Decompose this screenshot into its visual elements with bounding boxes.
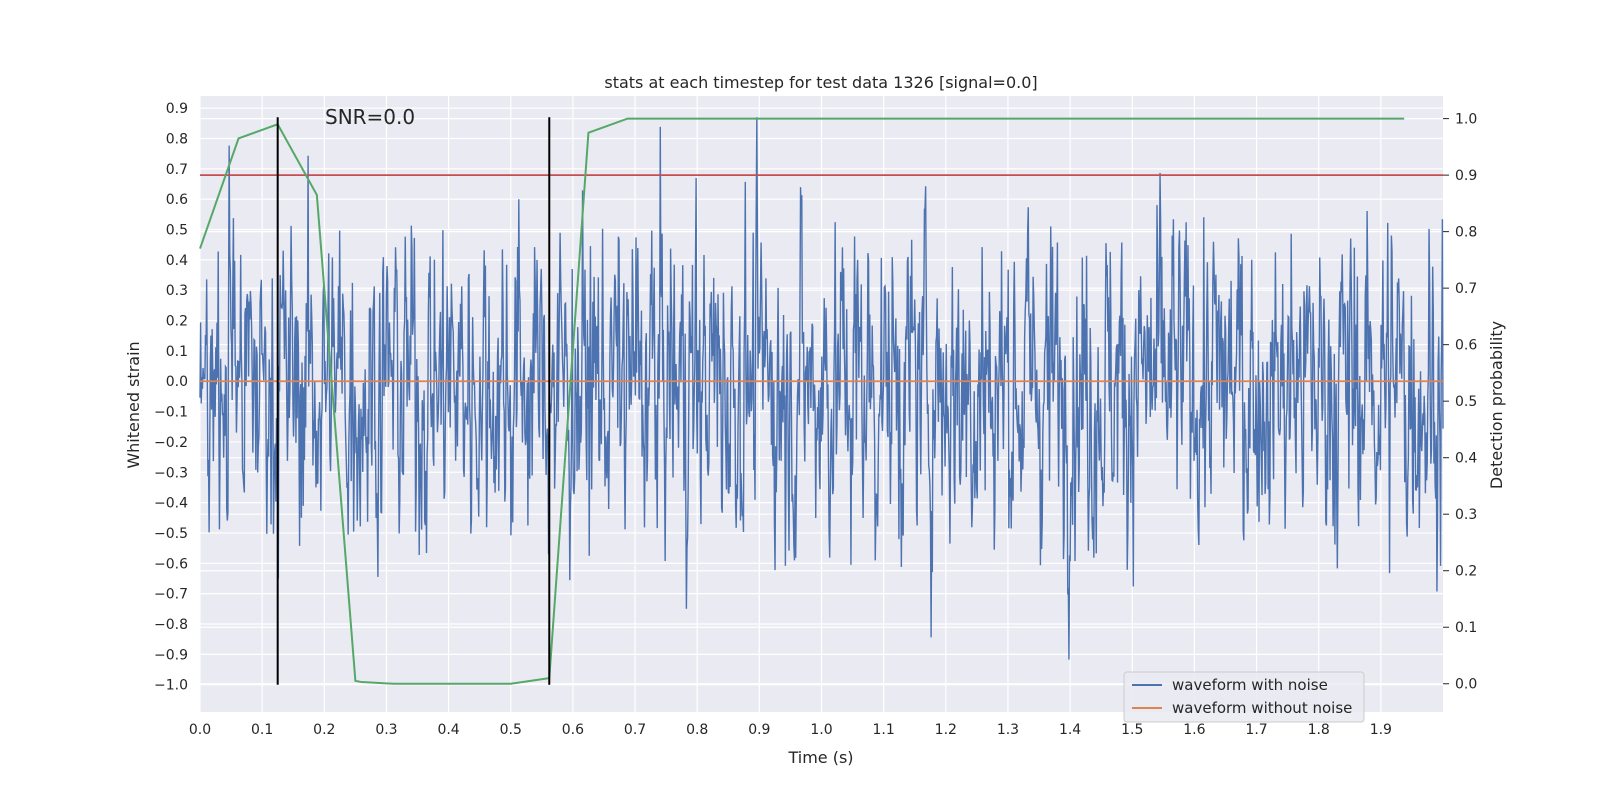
- x-axis-label: Time (s): [787, 748, 853, 767]
- y-tick-label: 0.5: [166, 223, 188, 239]
- y-tick-label: −0.8: [154, 617, 188, 633]
- snr-annotation: SNR=0.0: [325, 105, 415, 129]
- y-tick-label: 0.0: [166, 374, 188, 390]
- x-tick-label: 0.1: [251, 722, 273, 738]
- x-tick-label: 1.1: [873, 722, 895, 738]
- y-tick-label: 0.3: [166, 283, 188, 299]
- y-tick-label: −0.2: [154, 435, 188, 451]
- x-tick-label: 0.0: [189, 722, 211, 738]
- y-tick-label: −0.6: [154, 556, 188, 572]
- x-tick-label: 0.3: [375, 722, 397, 738]
- y2-tick-label: 0.7: [1455, 281, 1477, 297]
- y2-tick-label: 0.6: [1455, 338, 1477, 354]
- y-tick-label: 0.7: [166, 162, 188, 178]
- y2-tick-label: 0.2: [1455, 564, 1477, 580]
- x-tick-label: 1.0: [810, 722, 832, 738]
- grid: [199, 96, 1443, 712]
- y2-tick-label: 0.0: [1455, 677, 1477, 693]
- y2-tick-label: 0.8: [1455, 225, 1477, 241]
- x-tick-label: 0.8: [686, 722, 708, 738]
- y-axis-label: Whitened strain: [124, 341, 143, 468]
- series-waveform-with-noise: [199, 117, 1444, 660]
- x-tick-label: 1.4: [1059, 722, 1081, 738]
- y-tick-label: −0.3: [154, 465, 188, 481]
- y2-tick-label: 0.4: [1455, 451, 1477, 467]
- chart-title: stats at each timestep for test data 132…: [604, 73, 1037, 92]
- x-tick-label: 1.9: [1370, 722, 1392, 738]
- legend-box: [1123, 671, 1365, 723]
- y-tick-label: −0.5: [154, 526, 188, 542]
- legend: waveform with noise waveform without noi…: [1123, 671, 1365, 723]
- series-layer: [199, 117, 1444, 685]
- x-tick-label: 0.6: [562, 722, 584, 738]
- y-tick-label: 0.4: [166, 253, 188, 269]
- y-tick-label: −0.1: [154, 405, 188, 421]
- x-tick-label: 1.3: [997, 722, 1019, 738]
- y-tick-label: −0.9: [154, 647, 188, 663]
- x-tick-label: 1.6: [1183, 722, 1205, 738]
- y2-tick-label: 0.9: [1455, 168, 1477, 184]
- x-tick-label: 0.5: [500, 722, 522, 738]
- y2-axis-label: Detection probability: [1487, 321, 1506, 489]
- y-tick-label: 0.8: [166, 131, 188, 147]
- x-tick-label: 1.8: [1308, 722, 1330, 738]
- y2-tick-label: 0.1: [1455, 620, 1477, 636]
- x-tick-label: 1.5: [1121, 722, 1143, 738]
- y2-tick-label: 0.5: [1455, 394, 1477, 410]
- y2-tick-label: 1.0: [1455, 112, 1477, 128]
- series-detection-probability: [199, 117, 1405, 685]
- y-tick-label: −1.0: [154, 678, 188, 694]
- y-tick-label: 0.1: [166, 344, 188, 360]
- x-tick-label: 1.2: [935, 722, 957, 738]
- y-tick-label: −0.7: [154, 587, 188, 603]
- legend-label-noise: waveform with noise: [1172, 676, 1328, 694]
- x-tick-label: 0.7: [624, 722, 646, 738]
- y-tick-label: 0.2: [166, 314, 188, 330]
- x-tick-label: 0.2: [313, 722, 335, 738]
- y-tick-label: 0.9: [166, 101, 188, 117]
- y-tick-label: −0.4: [154, 496, 188, 512]
- y-tick-label: 0.6: [166, 192, 188, 208]
- y2-tick-label: 0.3: [1455, 507, 1477, 523]
- legend-label-clean: waveform without noise: [1172, 699, 1352, 717]
- x-tick-label: 0.4: [437, 722, 459, 738]
- axes-layer: 0.0 0.1 0.2 0.3 0.4 0.5 0.6 0.7 0.8 0.9 1.0 1.1 1.2 1…: [154, 101, 1477, 738]
- x-tick-label: 0.9: [748, 722, 770, 738]
- x-tick-label: 1.7: [1245, 722, 1267, 738]
